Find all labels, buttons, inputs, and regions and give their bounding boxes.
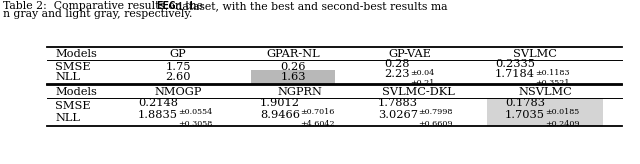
Text: ±0.7016: ±0.7016	[300, 108, 334, 116]
Text: EEG: EEG	[157, 1, 176, 11]
Bar	[487, 98, 603, 114]
Bar	[487, 110, 603, 126]
Text: 0.1783: 0.1783	[505, 98, 545, 108]
Text: GP: GP	[170, 49, 186, 59]
Text: ±0.04: ±0.04	[410, 69, 435, 77]
Text: GPAR-NL: GPAR-NL	[266, 49, 320, 59]
Text: SMSE: SMSE	[55, 62, 90, 72]
Text: SVLMC-DKL: SVLMC-DKL	[381, 87, 454, 97]
Text: 2.60: 2.60	[165, 72, 191, 82]
Text: 1.75: 1.75	[165, 62, 191, 72]
Text: SVLMC: SVLMC	[513, 49, 557, 59]
Text: NMOGP: NMOGP	[154, 87, 202, 97]
Text: ±0.0185: ±0.0185	[545, 108, 579, 116]
Text: 1.7883: 1.7883	[378, 98, 418, 108]
Text: 3.0267: 3.0267	[378, 110, 418, 120]
Text: ±0.1183: ±0.1183	[535, 69, 570, 77]
Text: Models: Models	[55, 87, 97, 97]
Text: 1.7035: 1.7035	[505, 110, 545, 120]
Text: NLL: NLL	[55, 113, 80, 123]
Text: ±4.6042: ±4.6042	[300, 120, 335, 128]
Text: 2.23: 2.23	[385, 69, 410, 79]
Text: 0.26: 0.26	[280, 62, 306, 72]
Text: ±0.3058: ±0.3058	[178, 120, 212, 128]
Text: GP-VAE: GP-VAE	[388, 49, 431, 59]
Text: ±0.21: ±0.21	[410, 79, 435, 87]
Text: 8.9466: 8.9466	[260, 110, 300, 120]
Bar	[251, 70, 335, 84]
Text: ±0.0554: ±0.0554	[178, 108, 212, 116]
Text: 1.9012: 1.9012	[260, 98, 300, 108]
Text: 1.7184: 1.7184	[495, 69, 535, 79]
Text: 0.2335: 0.2335	[495, 59, 535, 69]
Text: 1.8835: 1.8835	[138, 110, 178, 120]
Text: SMSE: SMSE	[55, 101, 90, 111]
Text: 1.63: 1.63	[280, 72, 306, 82]
Text: n gray and light gray, respectively.: n gray and light gray, respectively.	[3, 9, 193, 19]
Text: NSVLMC: NSVLMC	[518, 87, 572, 97]
Text: 0.2148: 0.2148	[138, 98, 178, 108]
Text: ±0.3521: ±0.3521	[535, 79, 570, 87]
Text: dataset, with the best and second-best results ma: dataset, with the best and second-best r…	[172, 1, 447, 11]
Text: NLL: NLL	[55, 72, 80, 82]
Text: ±0.6609: ±0.6609	[418, 120, 452, 128]
Text: NGPRN: NGPRN	[278, 87, 323, 97]
Text: Table 2:  Comparative results on the: Table 2: Comparative results on the	[3, 1, 207, 11]
Text: Models: Models	[55, 49, 97, 59]
Text: 0.28: 0.28	[385, 59, 410, 69]
Text: ±0.2409: ±0.2409	[545, 120, 579, 128]
Text: ±0.7998: ±0.7998	[418, 108, 452, 116]
